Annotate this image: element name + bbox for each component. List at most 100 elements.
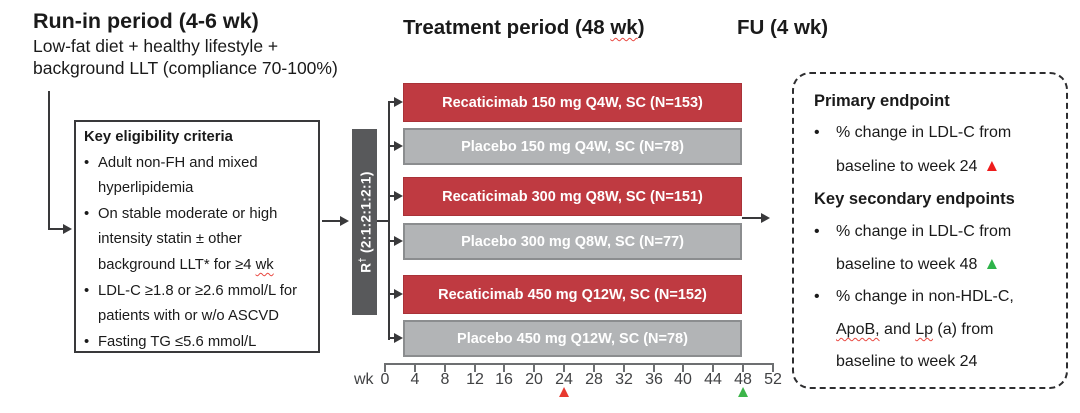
axis-tick xyxy=(444,363,446,372)
endpoint-line: baseline to week 24 ▲ xyxy=(836,150,1058,183)
axis-tick-label: 0 xyxy=(380,371,390,388)
axis-tick-label: 24 xyxy=(555,371,573,388)
endpoint-lp-text: Lp xyxy=(915,320,933,338)
connector-line xyxy=(742,217,762,219)
arm-bar-placebo-150: Placebo 150 mg Q4W, SC (N=78) xyxy=(403,128,742,165)
run-in-connector-horizontal-line xyxy=(48,228,65,230)
arrowhead-icon xyxy=(394,236,403,246)
arrowhead-icon xyxy=(394,141,403,151)
endpoint-line-text: baseline to week 48 xyxy=(836,256,978,274)
endpoint-line: % change in LDL-C from xyxy=(836,222,1012,240)
treatment-period-wk: wk xyxy=(610,16,638,39)
arm-bar-recaticimab-450: Recaticimab 450 mg Q12W, SC (N=152) xyxy=(403,275,742,314)
bullet-icon: • xyxy=(84,333,90,350)
endpoint-item: • % change in non-HDL-C, ApoB, and Lp (a… xyxy=(814,281,1058,378)
axis-tick xyxy=(563,363,565,372)
endpoint-line: baseline to week 24 xyxy=(836,353,978,371)
treatment-period-text: Treatment period (48 xyxy=(403,16,611,39)
arm-bar-recaticimab-150: Recaticimab 150 mg Q4W, SC (N=153) xyxy=(403,83,742,122)
eligibility-item-text: Fasting TG ≤5.6 mmol/L xyxy=(98,333,257,350)
randomization-dagger: † xyxy=(356,257,367,263)
connector-line xyxy=(388,293,396,295)
endpoint-line: ApoB, and Lp (a) from xyxy=(836,314,1058,346)
axis-tick-label: 12 xyxy=(466,371,484,388)
arm-bar-placebo-300: Placebo 300 mg Q8W, SC (N=77) xyxy=(403,223,742,260)
endpoints-box: Primary endpoint • % change in LDL-C fro… xyxy=(792,72,1068,389)
axis-tick xyxy=(682,363,684,372)
eligibility-item2-wk: wk xyxy=(255,256,274,273)
axis-tick xyxy=(593,363,595,372)
arrowhead-icon xyxy=(394,97,403,107)
axis-tick xyxy=(712,363,714,372)
axis-tick-label: 52 xyxy=(764,371,782,388)
arm-bar-placebo-450: Placebo 450 mg Q12W, SC (N=78) xyxy=(403,320,742,357)
arrowhead-icon xyxy=(394,289,403,299)
endpoint-item-text: % change in LDL-C from baseline to week … xyxy=(836,216,1058,282)
axis-tick xyxy=(742,363,744,372)
axis-unit-label: wk xyxy=(354,371,374,388)
axis-tick-label: 40 xyxy=(674,371,692,388)
endpoint-line-text: (a) from xyxy=(932,320,994,338)
eligibility-item: • Fasting TG ≤5.6 mmol/L xyxy=(84,330,312,356)
axis-tick-label: 36 xyxy=(645,371,663,388)
axis-tick xyxy=(623,363,625,372)
eligibility-item-text: Adult non-FH and mixed hyperlipidemia xyxy=(98,154,258,197)
run-in-subtitle-line2: background LLT (compliance 70-100%) xyxy=(33,58,338,78)
arrowhead-icon xyxy=(761,213,770,223)
bullet-icon: • xyxy=(84,154,90,171)
axis-tick xyxy=(384,363,386,372)
randomization-r: R xyxy=(357,262,373,273)
axis-tick xyxy=(772,363,774,372)
endpoint-line: baseline to week 48 ▲ xyxy=(836,248,1058,281)
primary-endpoint-title: Primary endpoint xyxy=(814,92,950,110)
run-in-connector-vertical-line xyxy=(48,91,50,230)
run-in-subtitle-line1: Low-fat diet + healthy lifestyle + xyxy=(33,36,279,56)
bullet-icon: • xyxy=(814,288,820,306)
endpoint-line-text: and xyxy=(879,320,916,338)
axis-tick-label: 28 xyxy=(585,371,603,388)
endpoint-line: % change in LDL-C from xyxy=(836,124,1012,142)
connector-line xyxy=(388,101,396,103)
primary-endpoint-week-marker-icon: ▲ xyxy=(555,382,573,401)
axis-tick-label: 44 xyxy=(704,371,722,388)
run-in-header: Run-in period (4-6 wk) Low-fat diet + he… xyxy=(33,7,338,79)
connector-line xyxy=(322,220,341,222)
connector-line xyxy=(388,240,396,242)
axis-tick xyxy=(414,363,416,372)
eligibility-item-text: LDL-C ≥1.8 or ≥2.6 mmol/L for patients w… xyxy=(98,282,298,325)
arrowhead-icon xyxy=(63,224,72,234)
eligibility-item: • Adult non-FH and mixed hyperlipidemia xyxy=(84,151,312,202)
bullet-icon: • xyxy=(814,124,820,142)
endpoint-item-text: % change in non-HDL-C, ApoB, and Lp (a) … xyxy=(836,281,1058,378)
secondary-endpoints-title: Key secondary endpoints xyxy=(814,190,1015,209)
eligibility-item: • LDL-C ≥1.8 or ≥2.6 mmol/L for patients… xyxy=(84,279,312,330)
arrowhead-icon xyxy=(394,191,403,201)
eligibility-title: Key eligibility criteria xyxy=(84,129,233,145)
bullet-icon: • xyxy=(814,222,820,240)
branch-vertical-line xyxy=(388,101,390,340)
fu-title: FU (4 wk) xyxy=(737,16,829,39)
arrowhead-icon xyxy=(340,216,349,226)
endpoint-item: • % change in LDL-C from baseline to wee… xyxy=(814,216,1058,282)
eligibility-item-text: On stable moderate or high intensity sta… xyxy=(98,202,312,279)
axis-tick xyxy=(533,363,535,372)
endpoint-line: % change in non-HDL-C, xyxy=(836,288,1014,306)
treatment-period-title: Treatment period (48 wk) xyxy=(403,16,645,40)
connector-line xyxy=(388,145,396,147)
endpoint-line-text: baseline to week 24 xyxy=(836,157,978,175)
week-axis-line xyxy=(385,363,774,365)
bullet-icon: • xyxy=(84,205,90,222)
connector-line xyxy=(388,337,396,339)
axis-tick xyxy=(503,363,505,372)
axis-tick-label: 4 xyxy=(410,371,420,388)
treatment-period-suffix: ) xyxy=(637,16,645,39)
endpoint-apob-text: ApoB, xyxy=(836,320,880,338)
green-triangle-icon: ▲ xyxy=(983,254,1001,274)
red-triangle-icon: ▲ xyxy=(983,155,1001,175)
randomization-ratio: (2:1:2:1:2:1) xyxy=(357,171,373,258)
eligibility-item2-main: On stable moderate or high intensity sta… xyxy=(98,205,278,273)
secondary-endpoint-week-marker-icon: ▲ xyxy=(734,382,752,401)
connector-line xyxy=(388,195,396,197)
connector-line xyxy=(377,220,390,222)
